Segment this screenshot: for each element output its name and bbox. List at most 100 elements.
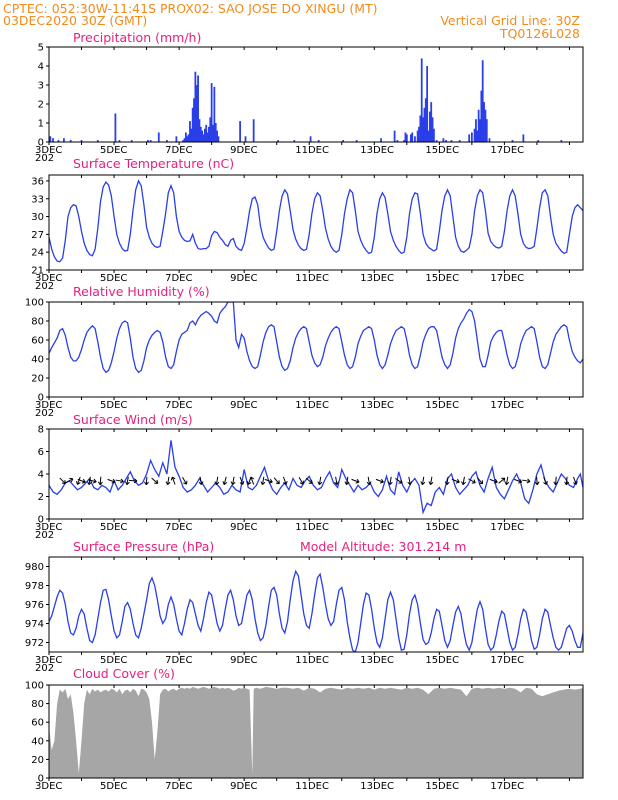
wind-arrow-head bbox=[275, 480, 280, 485]
precip-y-tick-label: 2 bbox=[38, 100, 44, 111]
precip-bar bbox=[212, 124, 214, 142]
wind-vector-arrow bbox=[334, 476, 340, 486]
wind-arrow-shaft bbox=[375, 478, 384, 483]
precip-bar bbox=[114, 113, 117, 142]
precip-bar bbox=[182, 140, 185, 142]
precip-bar bbox=[483, 102, 485, 142]
precip-y-tick-label: 4 bbox=[38, 62, 44, 73]
wind-arrow-shaft bbox=[232, 476, 235, 485]
pressure-y-tick-label: 976 bbox=[25, 600, 44, 611]
temp-panel-title: Surface Temperature (nC) bbox=[73, 156, 234, 171]
precip-bar bbox=[147, 140, 149, 142]
precip-bar bbox=[213, 86, 216, 142]
wind-vector-arrow bbox=[468, 478, 476, 484]
precip-bar bbox=[201, 130, 204, 142]
rh-panel-title: Relative Humidity (%) bbox=[73, 284, 210, 299]
wind-arrow-shaft bbox=[145, 476, 148, 485]
rh-x-label: 7DEC bbox=[165, 400, 192, 411]
wind-arrow-head bbox=[120, 478, 124, 484]
header-grid-note: Vertical Grid Line: 30Z bbox=[440, 13, 580, 28]
temp-y-tick-label: 36 bbox=[31, 176, 44, 187]
precip-bar bbox=[484, 109, 487, 142]
wind-arrow-shaft bbox=[430, 476, 433, 485]
precip-bar bbox=[317, 140, 320, 142]
wind-arrow-shaft bbox=[408, 476, 411, 485]
wind-arrow-head bbox=[355, 478, 360, 484]
wind-arrow-head bbox=[366, 481, 372, 486]
wind-vector-arrow bbox=[395, 478, 403, 484]
precip-bar bbox=[186, 136, 189, 142]
wind-arrow-head bbox=[92, 478, 97, 484]
wind-arrow-shaft bbox=[367, 476, 371, 485]
wind-vector-arrow bbox=[107, 478, 116, 484]
wind-arrow-shaft bbox=[65, 478, 74, 484]
wind-arrow-head bbox=[198, 481, 204, 486]
wind-vector-arrow bbox=[489, 478, 498, 484]
precip-bar bbox=[411, 132, 414, 142]
precip-y-tick-label: 1 bbox=[38, 119, 44, 130]
precip-bar bbox=[206, 132, 209, 142]
wind-arrow-head bbox=[214, 481, 220, 486]
wind-panel-title: Surface Wind (m/s) bbox=[73, 412, 193, 427]
precip-bar bbox=[431, 117, 434, 142]
precip-bar bbox=[118, 140, 121, 142]
model-altitude-note: Model Altitude: 301.214 m bbox=[300, 539, 466, 554]
precip-bar bbox=[458, 140, 461, 142]
pressure-frame bbox=[48, 556, 584, 653]
wind-vector-arrow bbox=[461, 476, 466, 486]
cloud-x-label: 11DEC bbox=[295, 781, 329, 792]
precip-bar bbox=[485, 119, 488, 142]
precip-bar bbox=[194, 71, 197, 142]
wind-arrow-shaft bbox=[555, 476, 557, 485]
wind-arrow-shaft bbox=[167, 476, 170, 485]
precip-bar bbox=[214, 123, 217, 142]
pressure-x-label: 7DEC bbox=[165, 655, 192, 666]
wind-vector-arrow bbox=[564, 476, 570, 486]
wind-x-year-clipped: 202 bbox=[35, 530, 54, 541]
wind-arrow-head bbox=[222, 481, 228, 486]
precip-bar bbox=[175, 136, 178, 142]
temp-x-label: 13DEC bbox=[360, 273, 394, 284]
cloud-panel-title: Cloud Cover (%) bbox=[73, 666, 175, 681]
wind-arrow-head bbox=[461, 481, 466, 486]
pressure-x-label: 11DEC bbox=[295, 655, 329, 666]
wind-arrow-shaft bbox=[298, 477, 304, 485]
wind-y-tick-label: 0 bbox=[38, 515, 44, 526]
precip-bar bbox=[418, 126, 420, 142]
cloud-area bbox=[49, 686, 583, 778]
wind-arrow-shaft bbox=[115, 479, 124, 482]
wind-arrow-shaft bbox=[345, 476, 349, 485]
wind-vector-arrow bbox=[498, 477, 506, 484]
wind-arrow-shaft bbox=[468, 478, 476, 484]
wind-vector-arrow bbox=[477, 477, 484, 485]
temp-x-year-clipped: 202 bbox=[35, 281, 54, 292]
wind-vector-arrow bbox=[59, 477, 66, 485]
wind-arrow-head bbox=[420, 481, 426, 486]
wind-arrow-shaft bbox=[182, 477, 187, 485]
cloud-y-tick-label: 20 bbox=[31, 755, 44, 766]
wind-arrow-head bbox=[518, 478, 523, 484]
precip-bar bbox=[433, 128, 435, 142]
wind-arrow-shaft bbox=[107, 478, 116, 483]
wind-x-label: 17DEC bbox=[490, 522, 524, 533]
wind-arrow-head bbox=[61, 480, 66, 485]
wind-y-tick-label: 8 bbox=[38, 425, 44, 436]
wind-arrow-shaft bbox=[239, 476, 244, 485]
precip-bar bbox=[468, 134, 471, 142]
wind-arrow-head bbox=[283, 481, 288, 485]
wind-arrow-head bbox=[573, 481, 578, 485]
rh-x-label: 17DEC bbox=[490, 400, 524, 411]
wind-vector-arrow bbox=[534, 476, 540, 486]
precip-bar bbox=[442, 138, 445, 142]
precip-bar bbox=[252, 119, 255, 142]
wind-x-label: 15DEC bbox=[425, 522, 459, 533]
wind-y-tick-label: 4 bbox=[38, 470, 44, 481]
precip-bar bbox=[130, 140, 133, 142]
header-model-id: TQ0126L028 bbox=[499, 26, 580, 41]
wind-arrow-shaft bbox=[543, 476, 547, 485]
precip-x-label: 17DEC bbox=[490, 145, 524, 156]
wind-vector-arrow bbox=[553, 476, 559, 486]
rh-x-label: 5DEC bbox=[100, 400, 127, 411]
precip-y-tick-label: 0 bbox=[38, 138, 44, 149]
